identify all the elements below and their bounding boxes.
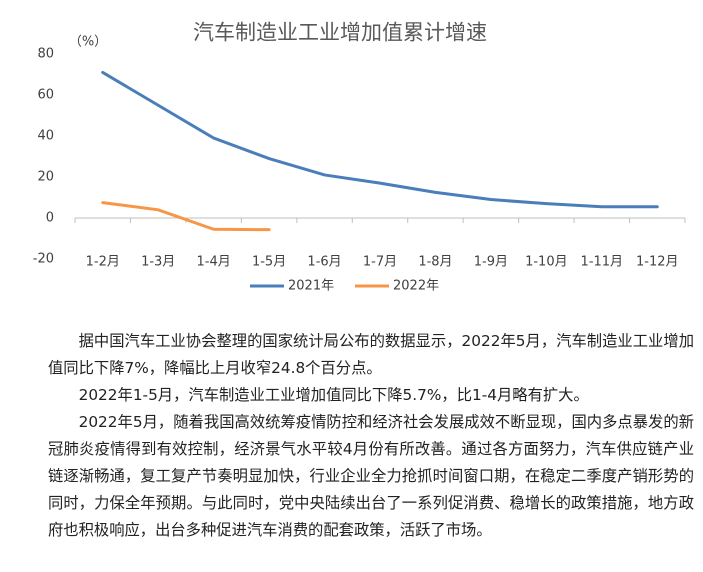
y-tick-label: 0 [46,211,54,226]
x-tick-label: 1-10月 [525,255,568,270]
y-axis-label: （%） [69,35,107,50]
article: 据中国汽车工业协会整理的国家统计局公布的数据显示，2022年5月，汽车制造业工业… [48,328,694,544]
x-tick-label: 1-7月 [363,255,397,270]
legend-label: 2022年 [393,279,439,294]
y-tick-label: 20 [37,170,54,185]
chart: 汽车制造业工业增加值累计增速 （%） -20 0 20 40 60 80 1-2月 1-3月 1… [33,21,686,294]
paragraph: 2022年1-5月，汽车制造业工业增加值同比下降5.7%，比1-4月略有扩大。 [78,386,589,404]
chart-title: 汽车制造业工业增加值累计增速 [193,21,487,45]
y-tick-label: -20 [33,252,54,267]
paragraph: 据中国汽车工业协会整理的国家统计局公布的数据显示，2022年5月，汽车制造业工业… [48,332,694,377]
x-tick-label: 1-5月 [252,255,286,270]
x-tick-label: 1-8月 [418,255,452,270]
line [101,201,271,232]
x-tick-label: 1-6月 [307,255,341,270]
y-tick-label: 60 [37,88,54,103]
x-tick-label: 1-11月 [581,255,624,270]
x-tick-label: 1-4月 [197,255,231,270]
paragraph: 2022年5月，随着我国高效统筹疫情防控和经济社会发展成效不断显现，国内多点暴发… [48,413,694,539]
y-tick-label: 80 [37,47,54,62]
x-tick-label: 1-3月 [141,255,175,270]
line [101,70,659,209]
y-tick-label: 40 [37,129,54,144]
legend-label: 2021年 [288,279,334,294]
x-tick-label: 1-2月 [86,255,120,270]
x-tick-label: 1-9月 [474,255,508,270]
x-tick-label: 1-12月 [636,255,679,270]
